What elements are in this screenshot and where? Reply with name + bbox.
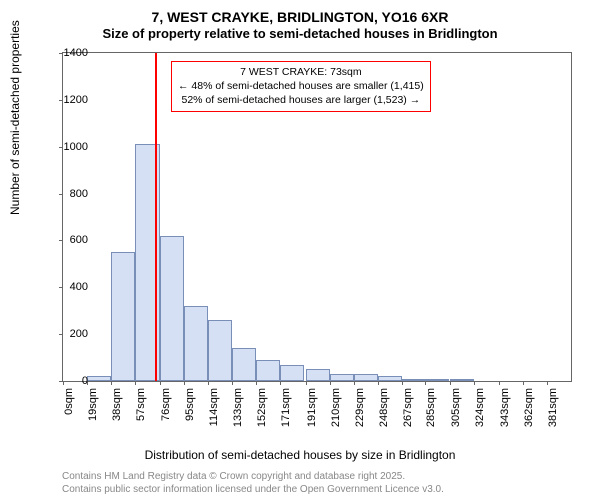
x-tick-label: 381sqm xyxy=(547,388,559,436)
annotation-box: 7 WEST CRAYKE: 73sqm← 48% of semi-detach… xyxy=(171,61,431,112)
x-tick-mark xyxy=(160,381,161,385)
annotation-line: 7 WEST CRAYKE: 73sqm xyxy=(178,65,424,79)
histogram-bar xyxy=(280,365,304,381)
property-marker-line xyxy=(155,53,157,381)
x-tick-label: 133sqm xyxy=(232,388,244,436)
histogram-bar xyxy=(354,374,378,381)
footer-line-1: Contains HM Land Registry data © Crown c… xyxy=(62,470,444,483)
chart-footer: Contains HM Land Registry data © Crown c… xyxy=(62,470,444,496)
histogram-bar xyxy=(450,379,474,381)
x-tick-mark xyxy=(111,381,112,385)
x-tick-label: 229sqm xyxy=(354,388,366,436)
footer-line-2: Contains public sector information licen… xyxy=(62,483,444,496)
x-tick-mark xyxy=(208,381,209,385)
chart-container: 7, WEST CRAYKE, BRIDLINGTON, YO16 6XR Si… xyxy=(0,0,600,500)
x-tick-mark xyxy=(474,381,475,385)
histogram-bar xyxy=(184,306,208,381)
x-tick-label: 362sqm xyxy=(523,388,535,436)
histogram-bar xyxy=(425,379,449,381)
x-tick-label: 305sqm xyxy=(450,388,462,436)
y-tick-label: 1400 xyxy=(48,47,88,59)
x-tick-mark xyxy=(425,381,426,385)
x-axis-label: Distribution of semi-detached houses by … xyxy=(0,448,600,462)
histogram-bar xyxy=(111,252,135,381)
x-tick-label: 285sqm xyxy=(425,388,437,436)
y-tick-label: 1000 xyxy=(48,141,88,153)
chart-title: 7, WEST CRAYKE, BRIDLINGTON, YO16 6XR xyxy=(0,0,600,26)
x-tick-label: 0sqm xyxy=(63,388,75,436)
annotation-line: ← 48% of semi-detached houses are smalle… xyxy=(178,79,424,93)
x-tick-mark xyxy=(280,381,281,385)
x-tick-mark xyxy=(450,381,451,385)
x-tick-label: 324sqm xyxy=(474,388,486,436)
x-tick-label: 343sqm xyxy=(499,388,511,436)
x-tick-mark xyxy=(232,381,233,385)
x-tick-mark xyxy=(135,381,136,385)
x-tick-mark xyxy=(256,381,257,385)
histogram-bar xyxy=(378,376,402,381)
histogram-bar xyxy=(232,348,256,381)
x-tick-mark xyxy=(402,381,403,385)
chart-subtitle: Size of property relative to semi-detach… xyxy=(0,26,600,45)
histogram-bar xyxy=(330,374,354,381)
y-tick-label: 200 xyxy=(48,328,88,340)
x-tick-label: 38sqm xyxy=(111,388,123,436)
x-tick-label: 114sqm xyxy=(208,388,220,436)
annotation-line: 52% of semi-detached houses are larger (… xyxy=(178,93,424,107)
x-tick-mark xyxy=(306,381,307,385)
y-tick-label: 0 xyxy=(48,375,88,387)
histogram-bar xyxy=(256,360,280,381)
chart-plot-area: 7 WEST CRAYKE: 73sqm← 48% of semi-detach… xyxy=(62,52,572,382)
x-tick-label: 19sqm xyxy=(87,388,99,436)
x-tick-mark xyxy=(184,381,185,385)
histogram-bar xyxy=(208,320,232,381)
y-axis-label: Number of semi-detached properties xyxy=(8,20,22,215)
x-tick-label: 210sqm xyxy=(330,388,342,436)
histogram-bar xyxy=(306,369,330,381)
y-tick-label: 800 xyxy=(48,188,88,200)
x-tick-mark xyxy=(354,381,355,385)
x-tick-label: 76sqm xyxy=(160,388,172,436)
x-tick-label: 95sqm xyxy=(184,388,196,436)
histogram-bar xyxy=(87,376,111,381)
x-tick-label: 171sqm xyxy=(280,388,292,436)
x-tick-mark xyxy=(523,381,524,385)
x-tick-label: 248sqm xyxy=(378,388,390,436)
histogram-bar xyxy=(160,236,184,381)
x-tick-mark xyxy=(547,381,548,385)
x-tick-label: 191sqm xyxy=(306,388,318,436)
x-tick-label: 57sqm xyxy=(135,388,147,436)
x-tick-mark xyxy=(378,381,379,385)
histogram-bar xyxy=(402,379,426,381)
y-tick-label: 600 xyxy=(48,234,88,246)
x-tick-label: 267sqm xyxy=(402,388,414,436)
x-tick-mark xyxy=(330,381,331,385)
x-tick-label: 152sqm xyxy=(256,388,268,436)
y-tick-label: 400 xyxy=(48,281,88,293)
x-tick-mark xyxy=(499,381,500,385)
y-tick-label: 1200 xyxy=(48,94,88,106)
